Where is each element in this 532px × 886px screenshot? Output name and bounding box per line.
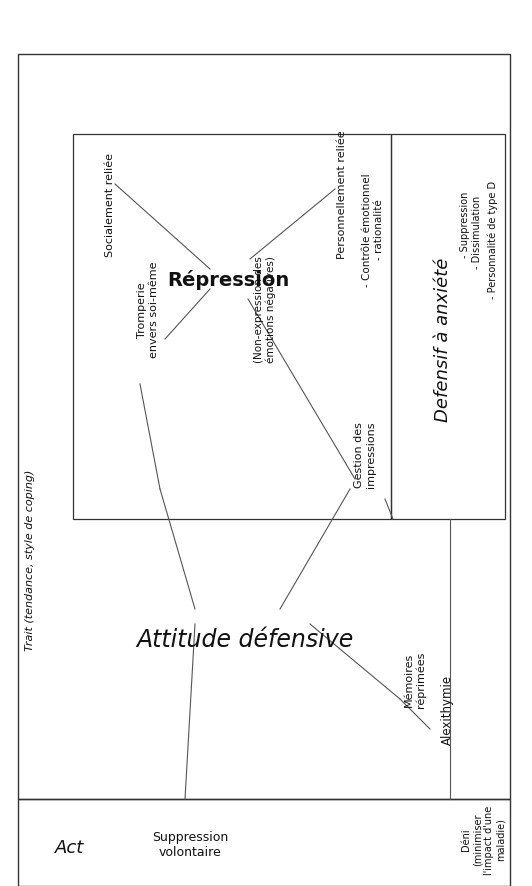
Text: Attitude défensive: Attitude défensive: [136, 627, 354, 651]
Text: Tromperie
envers soi-même: Tromperie envers soi-même: [137, 261, 159, 358]
Bar: [391, 135, 505, 519]
Text: Defensif à anxiété: Defensif à anxiété: [434, 258, 452, 422]
Bar: [18, 799, 510, 886]
Text: - Dissimulation: - Dissimulation: [472, 195, 482, 268]
Text: - Personnalité de type D: - Personnalité de type D: [488, 181, 498, 299]
Text: Déni
(minimiser
l'impact d'une
maladie): Déni (minimiser l'impact d'une maladie): [461, 804, 505, 874]
Bar: [73, 135, 391, 519]
Bar: [18, 55, 510, 799]
Text: Act: Act: [55, 838, 84, 856]
Text: Socialement reliée: Socialement reliée: [105, 152, 115, 257]
Text: Mémoires
réprimées: Mémoires réprimées: [404, 651, 426, 707]
Text: - Suppression: - Suppression: [460, 191, 470, 258]
Text: - Contrôle émotionnel
- rationalité: - Contrôle émotionnel - rationalité: [362, 173, 384, 286]
Text: Suppression
volontaire: Suppression volontaire: [152, 830, 228, 858]
Text: Personnellement reliée: Personnellement reliée: [337, 130, 347, 259]
Text: (Non-expression des
émotions négatives): (Non-expression des émotions négatives): [254, 256, 276, 363]
Text: Trait (tendance, style de coping): Trait (tendance, style de coping): [25, 469, 35, 650]
Text: Répression: Répression: [167, 269, 289, 290]
Text: Gestion des
impressions: Gestion des impressions: [354, 421, 376, 487]
Text: Alexithymie: Alexithymie: [440, 674, 453, 744]
